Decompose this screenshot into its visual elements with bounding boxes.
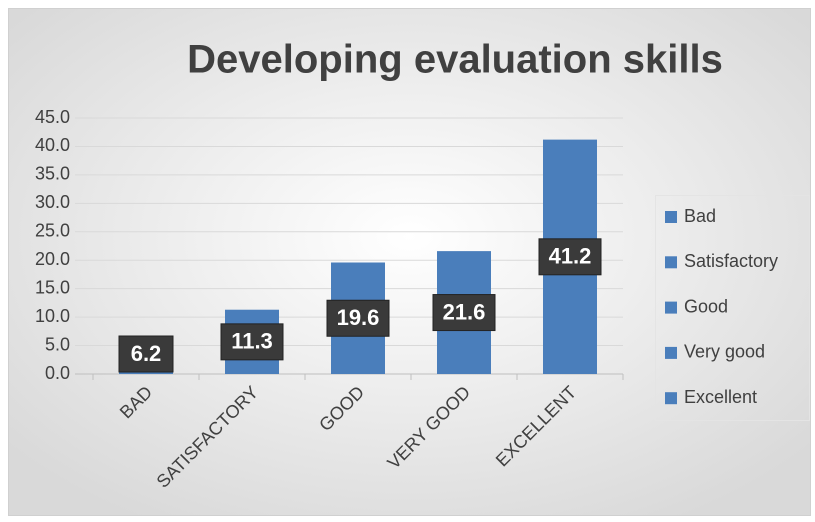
y-tick-label: 15.0 <box>35 277 70 297</box>
legend-label: Good <box>684 296 728 316</box>
legend-swatch <box>665 211 677 223</box>
legend-box <box>655 195 810 421</box>
data-label: 6.2 <box>131 341 162 366</box>
legend-swatch <box>665 392 677 405</box>
y-tick-label: 0.0 <box>45 363 70 383</box>
data-label: 19.6 <box>337 305 380 330</box>
chart-title: Developing evaluation skills <box>187 38 723 82</box>
legend-swatch <box>665 256 677 269</box>
legend-swatch <box>665 301 677 314</box>
data-label-box <box>326 299 390 337</box>
data-label-box <box>118 335 174 373</box>
legend-label: Excellent <box>684 387 757 407</box>
y-tick-label: 40.0 <box>35 135 70 155</box>
legend-label: Very good <box>684 342 765 362</box>
y-tick-label: 10.0 <box>35 306 70 326</box>
y-tick-label: 35.0 <box>35 164 70 184</box>
data-label-box <box>538 238 602 276</box>
data-label: 41.2 <box>549 244 592 269</box>
y-tick-label: 45.0 <box>35 107 70 127</box>
y-tick-label: 5.0 <box>45 334 70 354</box>
data-label-box <box>220 323 284 361</box>
y-tick-label: 25.0 <box>35 221 70 241</box>
y-tick-label: 30.0 <box>35 192 70 212</box>
data-label: 11.3 <box>231 329 273 354</box>
data-label: 21.6 <box>443 299 486 324</box>
legend-label: Satisfactory <box>684 251 778 271</box>
data-label-box <box>432 294 496 332</box>
legend-label: Bad <box>684 206 716 226</box>
legend-swatch <box>665 346 677 359</box>
y-tick-label: 20.0 <box>35 249 70 269</box>
